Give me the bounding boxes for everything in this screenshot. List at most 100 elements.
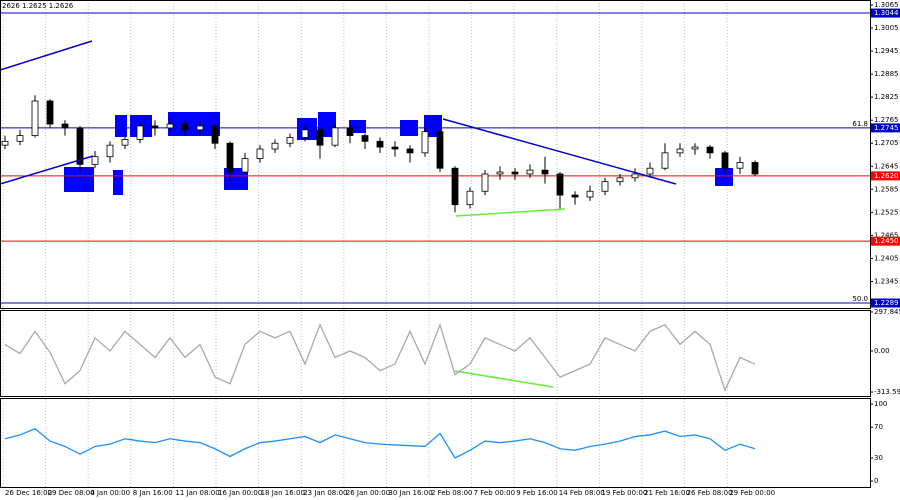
candle-body xyxy=(661,152,669,169)
candle-body xyxy=(211,125,219,144)
candle-body xyxy=(541,169,549,175)
y-tick-label: 1.2945 xyxy=(874,47,899,55)
candle-body xyxy=(616,177,624,183)
candle-body xyxy=(691,146,699,150)
y-tick-label: 1.2765 xyxy=(874,116,899,124)
price-panel xyxy=(0,0,871,309)
candle-body xyxy=(16,135,24,142)
rsi-panel xyxy=(0,398,871,488)
candle-body xyxy=(496,171,504,175)
indicator-line xyxy=(4,428,756,459)
cci-panel xyxy=(0,310,871,397)
level-name: 50.0 xyxy=(852,295,868,303)
y-tick-label: 70 xyxy=(874,423,883,431)
candle-body xyxy=(151,125,159,129)
candle-body xyxy=(331,127,339,146)
y-tick-label: 1.2525 xyxy=(874,208,899,216)
y-tick-label: 0 xyxy=(874,477,878,485)
x-tick-label: 29 Dec 08:00 xyxy=(48,489,95,497)
y-tick-label: 1.2825 xyxy=(874,93,899,101)
x-tick-label: 26 Jan 00:00 xyxy=(346,489,390,497)
y-tick-label: 100 xyxy=(874,400,887,408)
candle-body xyxy=(721,152,729,169)
x-tick-label: 8 Jan 16:00 xyxy=(133,489,173,497)
trend-line xyxy=(0,155,94,185)
zone xyxy=(115,115,127,137)
zone xyxy=(168,112,220,136)
candle-body xyxy=(436,131,444,169)
y-tick-label: 1.2405 xyxy=(874,254,899,262)
y-tick-label: 0.00 xyxy=(874,347,890,355)
x-tick-label: 14 Feb 08:00 xyxy=(559,489,605,497)
candle-body xyxy=(31,100,39,136)
candle-body xyxy=(196,125,204,131)
zone xyxy=(715,168,733,186)
x-tick-label: 30 Jan 16:00 xyxy=(388,489,432,497)
level-label: 1.3044 xyxy=(874,9,899,17)
level-tag xyxy=(871,236,900,246)
x-tick-label: 16 Jan 00:00 xyxy=(218,489,262,497)
candle-body xyxy=(61,123,69,129)
candle-body xyxy=(241,158,249,173)
candle-body xyxy=(511,171,519,175)
candle-body xyxy=(121,139,129,146)
level-label: 1.2620 xyxy=(874,172,899,180)
candle-body xyxy=(526,169,534,175)
level-tag xyxy=(871,8,900,18)
x-tick-label: 26 Feb 08:00 xyxy=(687,489,733,497)
candle-body xyxy=(631,173,639,179)
level-label: 1.2745 xyxy=(874,124,899,132)
candle-body xyxy=(76,127,84,165)
candle-body xyxy=(271,142,279,150)
panel-frames xyxy=(0,0,871,488)
y-tick-label: 1.2645 xyxy=(874,162,899,170)
x-tick-label: 19 Feb 00:00 xyxy=(601,489,647,497)
zone xyxy=(64,167,94,192)
y-tick-label: 297.8455 xyxy=(874,308,900,316)
candles xyxy=(1,95,759,213)
candle-body xyxy=(106,144,114,158)
y-tick-label: -313.5916 xyxy=(874,388,900,396)
candle-body xyxy=(316,129,324,146)
candle-body xyxy=(646,167,654,175)
level-label: 1.2450 xyxy=(874,237,899,245)
candle-body xyxy=(361,135,369,142)
y-tick-label: 1.3065 xyxy=(874,1,899,9)
zone xyxy=(113,170,123,195)
level-tag xyxy=(871,298,900,308)
x-tick-label: 4 Jan 00:00 xyxy=(90,489,130,497)
candle-body xyxy=(451,167,459,206)
x-tick-label: 26 Dec 16:00 xyxy=(5,489,52,497)
y-tick-label: 1.2705 xyxy=(874,139,899,147)
y-tick-label: 1.2345 xyxy=(874,278,899,286)
candle-body xyxy=(466,190,474,206)
trend-lines xyxy=(0,40,677,388)
candle-body xyxy=(751,162,759,175)
x-tick-label: 23 Jan 08:00 xyxy=(303,489,347,497)
candle-body xyxy=(46,100,54,125)
candle-body xyxy=(676,148,684,154)
indicator-line xyxy=(4,322,756,393)
trend-line xyxy=(442,118,677,185)
candle-body xyxy=(1,140,9,146)
trend-line xyxy=(0,40,93,71)
candle-body xyxy=(706,146,714,154)
candle-body xyxy=(166,123,174,129)
x-tick-label: 2 Feb 08:00 xyxy=(431,489,472,497)
indicators xyxy=(4,322,756,459)
candle-body xyxy=(136,125,144,140)
divergence-line xyxy=(455,208,566,217)
vertical-grid xyxy=(2,0,728,488)
candle-body xyxy=(571,194,579,198)
x-tick-label: 21 Feb 16:00 xyxy=(644,489,690,497)
level-tag xyxy=(871,171,900,181)
chart-title: 2626 1.2625 1.2626 xyxy=(2,2,74,10)
candle-body xyxy=(91,156,99,165)
y-tick-label: 1.3005 xyxy=(874,24,899,32)
level-tag xyxy=(871,123,900,133)
candle-body xyxy=(256,148,264,160)
y-tick-label: 30 xyxy=(874,454,883,462)
candle-body xyxy=(301,129,309,138)
candle-body xyxy=(481,173,489,192)
